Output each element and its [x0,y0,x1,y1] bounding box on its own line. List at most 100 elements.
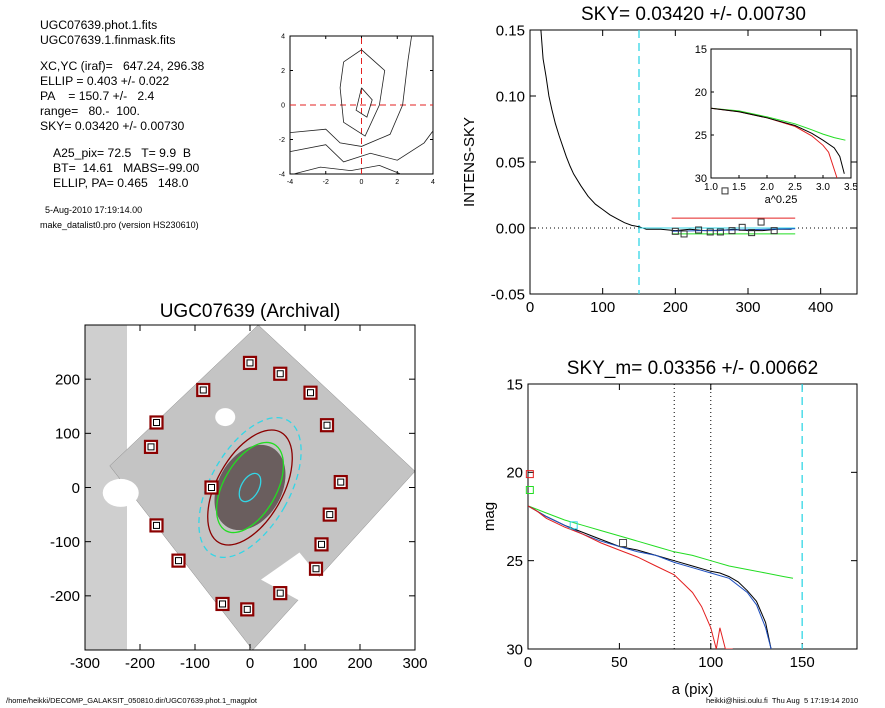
contour-line [289,130,434,163]
program-version: make_datalist0.pro (version HS230610) [40,220,199,230]
inset-x-tick-label: 1.0 [704,182,718,193]
sky-box [143,439,159,454]
sky-box-inner [199,386,207,394]
sky-box [171,553,186,568]
contour-x-tick-label: 0 [360,179,364,186]
inset-x-tick-label: 3.5 [844,182,858,193]
sky-series-line [671,228,796,232]
mag-x-tick-label: 0 [524,654,532,671]
inset-series-line [710,107,845,174]
sky-point [706,228,714,236]
sky-box-inner [276,370,284,378]
inset-frame [710,48,852,179]
sky-box-inner [326,511,334,519]
sky-box-inner [312,565,320,573]
image-title: UGC07639 (Archival) [160,301,341,322]
sky-point [757,218,765,226]
inset-x-tick-label: 1.5 [732,182,746,193]
contour-line [355,87,373,118]
info-line: SKY= 0.03420 +/- 0.00730 [40,119,185,133]
mag-marker [619,539,628,547]
sky-box [149,518,164,533]
sky-y-tick-label: -0.05 [491,286,525,303]
sky-y-tick-label: 0.05 [496,154,525,171]
contour-line [339,49,386,137]
image-y-tick-label: -100 [50,534,80,551]
info-line: XC,YC (iraf)= 647.24, 296.38 [40,59,205,73]
mag-y-tick-label: 25 [506,553,523,570]
isophote-ellipse [198,416,302,559]
sky-box [308,561,324,576]
sky-box [319,418,335,433]
sky-box [149,415,164,430]
inset-point [721,187,729,195]
param-line: ELLIP, PA= 0.465 148.0 [53,176,189,190]
sky-box-inner [307,389,314,397]
sky-box [273,586,288,601]
isophote-ellipse [207,429,293,546]
mag-xlabel: a (pix) [672,681,714,698]
inset-xlabel: a^0.25 [765,194,798,206]
sky-box-inner [276,589,284,597]
sky-point [680,230,688,238]
image-x-tick-label: 300 [402,655,427,672]
sky-point [748,229,756,237]
image-y-tick-label: 200 [55,371,80,388]
inset-y-tick-label: 20 [695,87,707,99]
sky-x-tick-label: 400 [808,299,833,316]
sky-box-inner [243,605,251,613]
mag-y-tick-label: 30 [506,641,523,658]
inset-series-line [710,107,846,141]
image-field [85,325,415,650]
mag-series-group [528,505,794,649]
footer-path: /home/heikki/DECOMP_GALAKSIT_050810.dir/… [6,696,257,705]
mag-series-line [528,505,733,649]
info-line: PA = 150.7 +/- 2.4 [40,89,155,103]
contour-y-tick-label: 4 [281,33,285,40]
mag-x-tick-label: 150 [790,654,815,671]
footer-user-time: heikki@hiisi.oulu.fi Thu Aug 5 17:19:14 … [706,696,859,705]
sky-box [204,480,219,495]
image-mask-blob [261,552,322,607]
isophote-ellipse [238,472,262,503]
sky-box [273,366,288,381]
image-y-tick-label: 0 [72,480,80,497]
sky-ylabel: INTENS-SKY [461,117,478,207]
image-y-tick-label: 100 [55,426,80,443]
contour-x-tick-label: 2 [395,179,399,186]
isophote-ellipse [215,441,285,534]
sky-x-tick-label: 200 [663,299,688,316]
sky-point [770,227,778,235]
mag-series-line [528,505,794,579]
sky-box-inner [175,557,182,565]
contour-y-tick-label: -4 [279,171,285,178]
sky-box [314,537,329,552]
inset-x-tick-label: 3.0 [816,182,830,193]
inset-y-tick-label: 25 [695,130,707,142]
info-line: UGC07639.phot.1.fits [40,18,158,32]
mag-marker [525,470,534,479]
info-line: ELLIP = 0.403 +/- 0.022 [40,74,170,88]
mag-y-tick-label: 15 [506,376,523,393]
inset-y-tick-label: 15 [695,44,707,56]
image-mask-blob [215,408,236,427]
mag-y-tick-label: 20 [506,465,523,482]
image-x-tick-label: -300 [70,655,100,672]
contour-x-tick-label: -4 [287,179,293,186]
sky-y-tick-label: 0.10 [496,88,525,105]
sky-box [322,507,337,522]
contour-y-tick-label: 2 [281,68,285,75]
sky-point [695,226,703,234]
image-x-tick-label: 100 [292,655,317,672]
contour-y-tick-label: 0 [281,102,285,109]
image-y-tick-label: -200 [50,588,80,605]
sky-box [242,355,258,371]
sky-y-tick-label: 0.15 [496,22,525,39]
mag-series-line [528,505,772,649]
contour-line [289,35,412,147]
sky-box-inner [147,443,155,451]
sky-box-inner [318,540,325,548]
inset-y-tick-label: 30 [695,173,707,185]
mag-marker [569,521,578,530]
